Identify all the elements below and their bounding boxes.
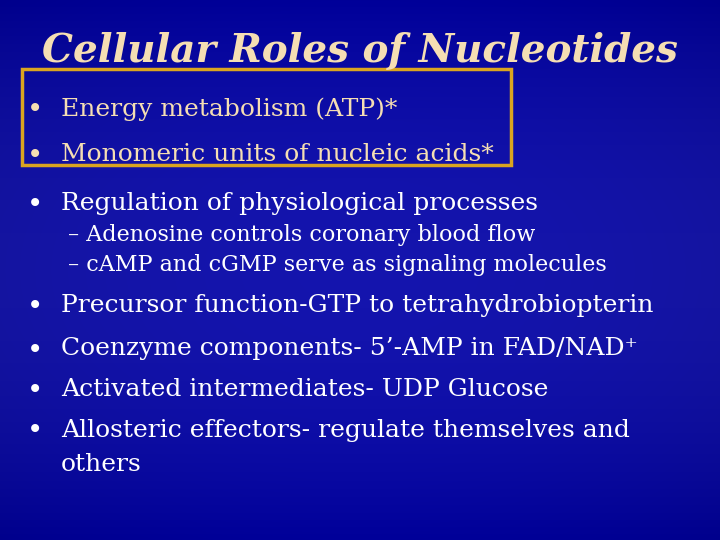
Text: Activated intermediates- UDP Glucose: Activated intermediates- UDP Glucose	[61, 378, 549, 401]
Bar	[22, 69, 511, 165]
Text: •: •	[27, 338, 44, 364]
Text: •: •	[27, 294, 44, 321]
Text: •: •	[27, 378, 44, 405]
Text: – Adenosine controls coronary blood flow: – Adenosine controls coronary blood flow	[68, 224, 536, 246]
Text: – cAMP and cGMP serve as signaling molecules: – cAMP and cGMP serve as signaling molec…	[68, 254, 607, 276]
Text: •: •	[27, 418, 44, 445]
Text: Coenzyme components- 5’-AMP in FAD/NAD⁺: Coenzyme components- 5’-AMP in FAD/NAD⁺	[61, 338, 638, 361]
Text: •: •	[27, 143, 44, 170]
Text: others: others	[61, 453, 142, 476]
Text: •: •	[27, 192, 44, 219]
Text: Regulation of physiological processes: Regulation of physiological processes	[61, 192, 539, 215]
Text: Monomeric units of nucleic acids*: Monomeric units of nucleic acids*	[61, 143, 494, 166]
Text: Energy metabolism (ATP)*: Energy metabolism (ATP)*	[61, 97, 397, 121]
Text: Allosteric effectors- regulate themselves and: Allosteric effectors- regulate themselve…	[61, 418, 630, 442]
Text: Cellular Roles of Nucleotides: Cellular Roles of Nucleotides	[42, 32, 678, 70]
Text: •: •	[27, 97, 44, 124]
Text: Precursor function-GTP to tetrahydrobiopterin: Precursor function-GTP to tetrahydrobiop…	[61, 294, 654, 318]
